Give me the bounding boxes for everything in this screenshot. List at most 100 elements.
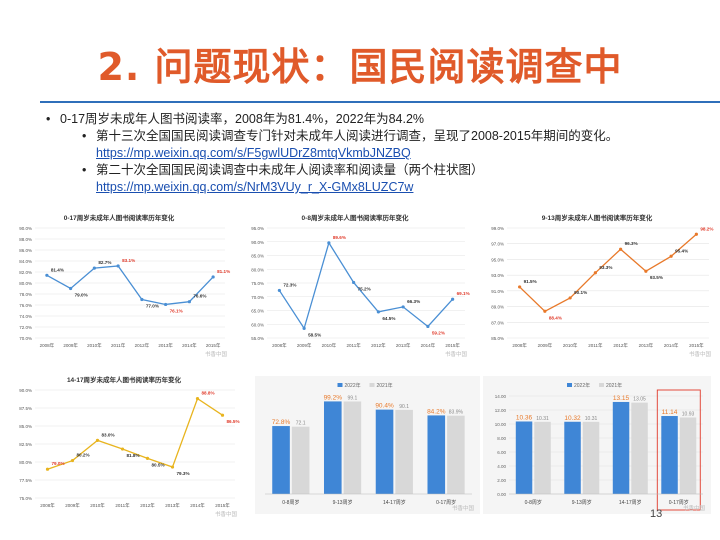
c0-8-data-label: 59.2%	[432, 330, 445, 335]
c14-17-point	[95, 438, 100, 442]
rate-bar-data-label: 90.1	[399, 404, 409, 410]
rate-bar-legend-swatch	[337, 383, 343, 387]
c9-13-x-tick: 2010年	[563, 342, 578, 349]
survey-20-link[interactable]: https://mp.weixin.qq.com/s/NrM3VUy_r_X-G…	[96, 180, 414, 194]
c14-17-y-tick: 85.0%	[19, 424, 32, 429]
c14-17-y-tick: 90.0%	[19, 388, 32, 393]
c0-17-x-tick: 2009年	[63, 342, 78, 349]
c0-17-point	[45, 273, 49, 277]
c14-17-x-tick: 2013年	[165, 502, 180, 509]
c14-17-title: 14-17周岁未成年人图书阅读率历年变化	[67, 375, 182, 384]
volume-bar-x-tick: 14-17周岁	[619, 499, 642, 506]
c0-17-x-tick: 2008年	[40, 342, 55, 349]
volume-bar-svg: 14.00 12.00 10.00 8.00 6.00 4.00 2.00 0.00 2022年…	[483, 376, 711, 514]
c0-8-x-tick: 2010年	[322, 342, 337, 349]
c0-17-y-tick: 76.0%	[19, 303, 32, 308]
c9-13-y-tick: 93.0%	[491, 273, 504, 278]
c14-17-data-label: 80.2%	[77, 453, 90, 458]
volume-bar-data-label: 10.32	[564, 415, 581, 422]
c0-17-svg: 0-17周岁未成年人图书阅读率历年变化 90.0% 88.0% 86.0% 84.0% 8…	[19, 213, 230, 358]
volume-bar-legend-swatch	[567, 383, 572, 387]
c0-8-x-tick: 2009年	[297, 342, 312, 349]
c9-13-series-line	[519, 233, 697, 313]
c0-17-data-label: 83.1%	[122, 258, 135, 263]
c0-8-y-tick: 55.0%	[251, 336, 264, 341]
c0-17-watermark: 书香中国	[205, 350, 228, 358]
rate-bar-bar	[395, 409, 413, 494]
c0-17-point	[92, 266, 96, 270]
c0-17-y-tick: 80.0%	[19, 281, 32, 286]
c0-17-point	[140, 297, 144, 302]
volume-bar-data-label: 10.36	[516, 414, 533, 421]
c0-8-data-label: 66.3%	[407, 299, 420, 304]
c0-17-series-line	[46, 265, 214, 306]
chart-reading-volume-bar: 14.00 12.00 10.00 8.00 6.00 4.00 2.00 0.00 2022年…	[483, 376, 711, 514]
c14-17-point	[70, 458, 75, 463]
volume-bar-data-label: 11.14	[662, 409, 678, 416]
c14-17-y-tick: 77.5%	[19, 478, 32, 483]
volume-bar-bar	[631, 402, 648, 494]
c0-8-y-tick: 95.0%	[251, 226, 264, 231]
c14-17-x-tick: 2014年	[190, 502, 205, 509]
c9-13-data-label: 88.4%	[549, 315, 562, 320]
c9-13-point	[593, 271, 597, 275]
chart-reading-rate-bar: 2022年 2021年 72.8% 72.1 0-8周岁 99.2% 99.1 9-13周岁 9…	[255, 376, 480, 514]
c0-8-y-tick: 70.0%	[251, 295, 264, 300]
c0-8-svg: 0-8周岁未成年人图书阅读率历年变化 95.0% 90.0% 85.0% 80.0% 75…	[251, 213, 469, 358]
c14-17-x-tick: 2012年	[140, 502, 155, 509]
c0-8-x-tick: 2008年	[272, 342, 287, 349]
volume-bar-y-tick: 8.00	[497, 436, 506, 441]
volume-bar-legend-label: 2022年	[574, 382, 590, 389]
volume-bar-bar	[661, 416, 678, 494]
c9-13-point	[543, 309, 547, 313]
c0-17-point	[69, 286, 73, 291]
c9-13-y-tick: 95.0%	[491, 257, 504, 262]
c14-17-watermark: 书香中国	[215, 510, 238, 518]
slide-title: 2. 问题现状：国民阅读调查中	[97, 45, 623, 89]
rate-bar-bar	[447, 415, 465, 494]
survey-13-link[interactable]: https://mp.weixin.qq.com/s/F5gwlUDrZ8mtq…	[96, 146, 411, 160]
c14-17-data-label: 79.3%	[177, 471, 190, 476]
c14-17-x-tick: 2008年	[40, 502, 55, 509]
c14-17-data-label: 88.8%	[202, 391, 215, 396]
c9-13-y-tick: 89.0%	[491, 305, 504, 310]
rate-bar-x-tick: 9-13周岁	[333, 499, 353, 506]
bullet-survey-20-text: 第二十次全国国民阅读调查中未成年人阅读率和阅读量（两个柱状图）	[96, 163, 484, 177]
c9-13-y-tick: 99.0%	[491, 226, 504, 231]
c0-8-title: 0-8周岁未成年人图书阅读率历年变化	[302, 213, 409, 222]
chart-0-17-line: 0-17周岁未成年人图书阅读率历年变化 90.0% 88.0% 86.0% 84.0% 8…	[5, 210, 233, 360]
volume-bar-x-tick: 0-17周岁	[669, 499, 689, 506]
rate-bar-data-label: 84.2%	[427, 408, 446, 415]
c0-8-data-label: 58.5%	[308, 332, 321, 337]
c9-13-point	[518, 285, 522, 289]
c14-17-x-tick: 2015年	[215, 502, 230, 509]
rate-bar-legend-swatch	[369, 383, 375, 387]
c0-17-x-tick: 2014年	[182, 342, 197, 349]
bullet-reading-rate: 0-17周岁未成年人图书阅读率，2008年为81.4%，2022年为84.2%	[44, 111, 694, 128]
rate-bar-legend-label: 2021年	[377, 382, 393, 389]
c14-17-point	[220, 413, 225, 417]
c0-17-x-tick: 2011年	[111, 342, 126, 349]
c0-8-point	[352, 280, 356, 285]
c0-8-data-label: 75.2%	[358, 286, 371, 291]
c0-8-x-tick: 2013年	[396, 342, 411, 349]
c0-8-x-tick: 2012年	[371, 342, 386, 349]
c0-8-data-label: 64.5%	[382, 316, 395, 321]
volume-bar-x-tick: 0-8周岁	[525, 499, 542, 506]
rate-bar-legend-label: 2022年	[345, 382, 361, 389]
c0-17-point	[116, 264, 120, 268]
c0-17-point	[187, 300, 191, 304]
c9-13-data-label: 90.1%	[574, 290, 587, 295]
c0-8-y-tick: 75.0%	[251, 281, 264, 286]
rate-bar-x-tick: 0-17周岁	[436, 499, 456, 506]
c0-8-point	[376, 310, 380, 314]
volume-bar-x-tick: 9-13周岁	[572, 499, 592, 506]
c0-17-data-label: 77.0%	[146, 304, 159, 309]
c0-8-watermark: 书香中国	[445, 350, 468, 358]
c9-13-y-tick: 85.0%	[491, 336, 504, 341]
volume-bar-legend-label: 2021年	[606, 382, 622, 389]
c0-8-x-tick: 2014年	[421, 342, 436, 349]
rate-bar-bar	[291, 426, 310, 494]
rate-bar-data-label: 90.4%	[375, 403, 394, 410]
c9-13-data-label: 95.4%	[675, 248, 688, 253]
